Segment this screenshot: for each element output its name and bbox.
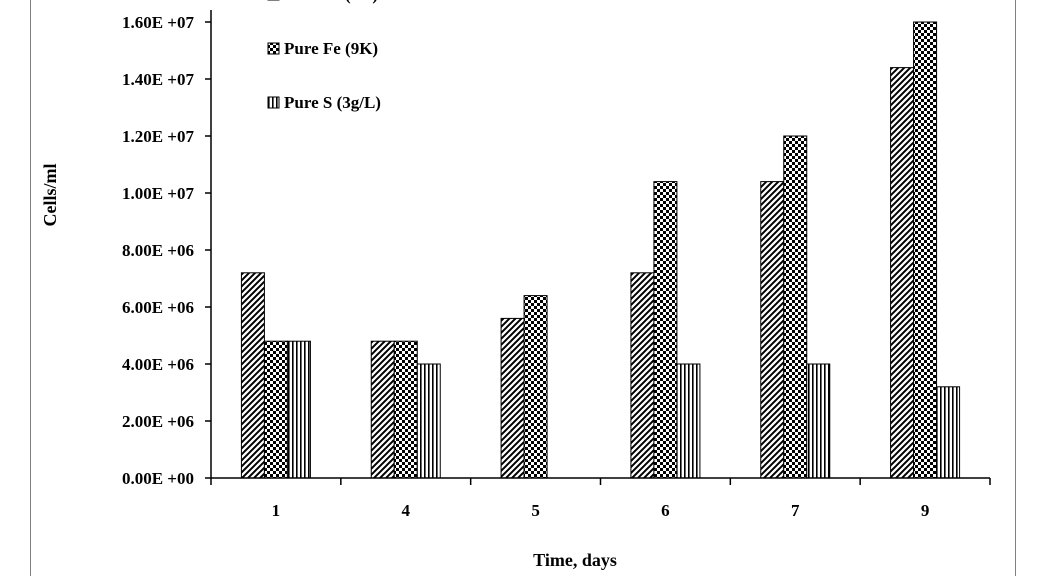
y-tick-label: 1.20E +07 [122,127,195,146]
y-tick-label: 8.00E +06 [122,241,194,260]
x-tick-label: 7 [791,501,800,520]
y-tick-label: 0.00E +00 [122,469,194,488]
bar-4-series-2 [393,340,418,479]
y-axis-title: Cells/ml [40,164,60,227]
x-tick-label: 9 [921,501,930,520]
x-tick-label: 1 [272,501,281,520]
legend-label-1: Pure Fe (6K) [284,0,378,4]
legend-label-2: Pure Fe (9K) [284,39,378,58]
bar-6-series-3 [676,363,701,479]
plot-area [240,21,961,479]
bar-5-series-2 [523,295,548,479]
bar-9-series-3 [936,386,961,479]
bar-7-series-1 [760,181,785,479]
bar-7-series-2 [783,135,808,479]
x-tick-label: 5 [531,501,540,520]
y-tick-label: 2.00E +06 [122,412,194,431]
y-tick-label: 4.00E +06 [122,355,194,374]
x-tick-label: 6 [661,501,670,520]
bar-1-series-2 [263,340,288,479]
bar-6-series-2 [653,181,678,479]
bar-1-series-1 [240,272,265,479]
bar-7-series-3 [806,363,831,479]
x-axis-title: Time, days [533,550,617,570]
bar-6-series-1 [630,272,655,479]
y-tick-label: 1.40E +07 [122,70,195,89]
bar-9-series-1 [890,67,915,479]
legend-swatch-2 [267,42,280,55]
y-tick-label: 1.00E +07 [122,184,195,203]
chart-frame [30,0,1016,576]
bar-9-series-2 [913,21,938,479]
legend: Pure Fe (6K) Pure Fe (9K) Pure S (3g/L) [267,0,381,112]
bar-1-series-3 [286,340,311,479]
bar-5-series-1 [500,317,525,479]
bar-4-series-1 [370,340,395,479]
y-tick-label: 6.00E +06 [122,298,194,317]
bar-4-series-3 [416,363,441,479]
y-tick-label: 1.60E +07 [122,13,195,32]
axes: 0.00E +00 2.00E +06 4.00E +06 6.00E +06 8.00… [122,10,991,520]
legend-swatch-3 [267,96,280,109]
legend-label-3: Pure S (3g/L) [284,93,381,112]
x-tick-label: 4 [402,501,411,520]
